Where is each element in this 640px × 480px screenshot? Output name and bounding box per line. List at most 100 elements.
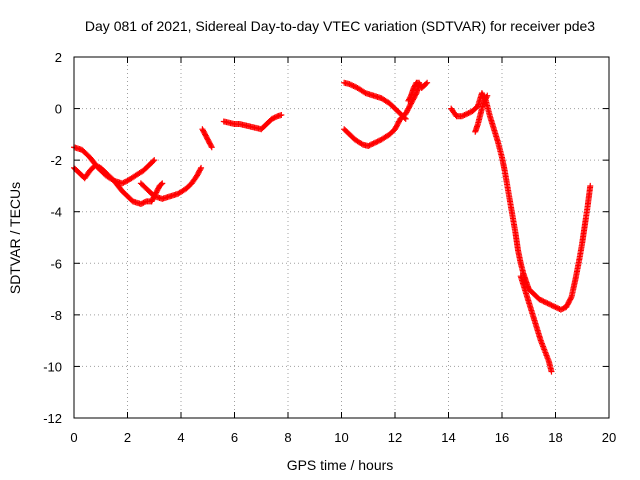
- data-point: [540, 298, 547, 305]
- data-point: [423, 80, 430, 87]
- series-arc-3: [137, 164, 205, 202]
- data-point: [548, 368, 555, 375]
- data-point: [151, 157, 158, 164]
- x-tick-label: 18: [548, 430, 562, 445]
- data-point: [461, 112, 468, 119]
- y-axis-label: SDTVAR / TECUs: [7, 182, 23, 294]
- data-point: [465, 110, 472, 117]
- y-tick-label: -8: [50, 308, 62, 323]
- data-point: [137, 200, 144, 207]
- data-point: [551, 303, 558, 310]
- data-point: [268, 115, 275, 122]
- data-point: [375, 137, 382, 144]
- data-point: [351, 83, 358, 90]
- x-tick-label: 6: [231, 430, 238, 445]
- y-tick-label: 2: [55, 50, 62, 65]
- data-point: [544, 300, 551, 307]
- data-point: [358, 140, 365, 147]
- data-point: [547, 301, 554, 308]
- data-point: [543, 299, 550, 306]
- data-point: [484, 92, 491, 99]
- data-point: [272, 113, 279, 120]
- data-point: [346, 81, 353, 88]
- data-point: [373, 139, 380, 146]
- x-tick-label: 2: [124, 430, 131, 445]
- data-point: [555, 305, 562, 312]
- data-point: [121, 179, 128, 186]
- data-point: [347, 81, 354, 88]
- series-arc-9: [405, 79, 431, 104]
- data-point: [483, 93, 490, 100]
- data-point: [374, 138, 381, 145]
- y-tick-label: -12: [43, 411, 62, 426]
- series-arc-12: [517, 273, 555, 375]
- plot-frame: [73, 56, 610, 419]
- data-point: [119, 180, 126, 187]
- data-point: [371, 139, 378, 146]
- data-point: [93, 162, 100, 169]
- x-tick-label: 12: [388, 430, 402, 445]
- data-point: [460, 112, 467, 119]
- data-points: [71, 79, 594, 375]
- data-point: [141, 199, 148, 206]
- data-point: [208, 142, 215, 149]
- data-point: [270, 115, 277, 122]
- data-point: [197, 166, 204, 173]
- data-point: [552, 304, 559, 311]
- data-point: [402, 115, 409, 122]
- series-arc-2: [71, 162, 155, 207]
- data-point: [365, 142, 372, 149]
- data-point: [150, 158, 157, 165]
- data-point: [370, 140, 377, 147]
- y-tick-labels: 2 0 -2 -4 -6 -8 -10 -12: [43, 50, 62, 426]
- data-point: [553, 304, 560, 311]
- data-point: [537, 297, 544, 304]
- data-point: [536, 296, 543, 303]
- y-tick-label: -4: [50, 205, 62, 220]
- data-point: [350, 83, 357, 90]
- data-point: [95, 163, 102, 170]
- x-axis-label: GPS time / hours: [287, 457, 394, 473]
- data-point: [159, 180, 166, 187]
- x-tick-label: 14: [441, 430, 455, 445]
- data-point: [367, 141, 374, 148]
- data-point: [567, 295, 574, 302]
- y-tick-label: -10: [43, 359, 62, 374]
- data-point: [462, 111, 469, 118]
- data-point: [587, 182, 594, 189]
- data-point: [198, 164, 205, 171]
- x-tick-labels: 0 2 4 6 8 10 12 14 16 18 20: [70, 430, 616, 445]
- data-point: [120, 179, 127, 186]
- chart-title: Day 081 of 2021, Sidereal Day-to-day VTE…: [85, 18, 595, 34]
- data-point: [139, 200, 146, 207]
- x-tick-label: 10: [334, 430, 348, 445]
- x-tick-label: 4: [177, 430, 184, 445]
- x-tick-label: 16: [495, 430, 509, 445]
- data-point: [361, 89, 368, 96]
- series-arc-10: [448, 90, 594, 313]
- y-tick-label: -6: [50, 256, 62, 271]
- data-point: [549, 302, 556, 309]
- data-point: [278, 112, 285, 119]
- gridlines: [74, 57, 609, 418]
- series-arc-8: [341, 79, 409, 122]
- y-tick-label: 0: [55, 102, 62, 117]
- data-point: [140, 199, 147, 206]
- data-point: [366, 142, 373, 149]
- y-tick-label: -2: [50, 153, 62, 168]
- data-point: [548, 302, 555, 309]
- x-tick-label: 20: [602, 430, 616, 445]
- data-point: [560, 305, 567, 312]
- data-point: [424, 79, 431, 86]
- data-point: [559, 306, 566, 313]
- data-point: [466, 109, 473, 116]
- series-arc-6: [220, 112, 285, 133]
- data-point: [92, 162, 99, 169]
- data-point: [349, 82, 356, 89]
- series-arc-5: [199, 126, 215, 151]
- data-point: [541, 298, 548, 305]
- data-point: [464, 110, 471, 117]
- data-point: [401, 114, 408, 121]
- data-point: [369, 141, 376, 148]
